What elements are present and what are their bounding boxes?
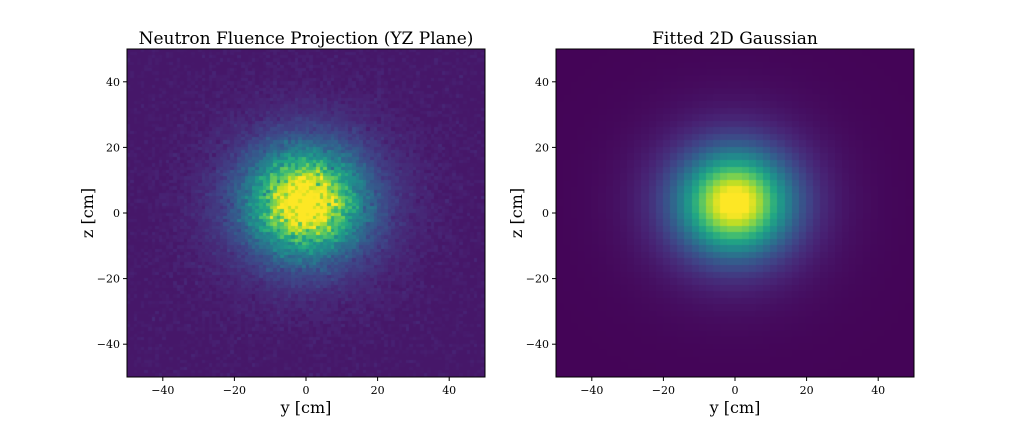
y-tick-label: 0 (542, 207, 549, 220)
x-tick-label: −20 (223, 384, 246, 397)
y-tick-label: 20 (535, 141, 549, 154)
x-tick-label: −20 (652, 384, 675, 397)
x-tick-label: 40 (871, 384, 885, 397)
heatmap-left (127, 49, 485, 377)
x-tick-label: −40 (151, 384, 174, 397)
heatmap-left-container (127, 49, 485, 377)
x-tick-label: 0 (303, 384, 310, 397)
x-tick-label: 20 (800, 384, 814, 397)
y-tick-label: −40 (526, 338, 549, 351)
y-tick-label: 40 (106, 76, 120, 89)
panel-left: Neutron Fluence Projection (YZ Plane) −4… (78, 29, 486, 417)
y-tick-label: 0 (113, 207, 120, 220)
y-tick-label: 40 (535, 76, 549, 89)
x-tick-label: 20 (371, 384, 385, 397)
y-axis-label-right: z [cm] (507, 188, 526, 238)
chart-title-left: Neutron Fluence Projection (YZ Plane) (139, 29, 474, 49)
y-axis-label-left: z [cm] (78, 188, 97, 238)
y-tick-label: −20 (526, 273, 549, 286)
x-axis-label-right: y [cm] (709, 398, 761, 417)
x-tick-label: 40 (442, 384, 456, 397)
chart-title-right: Fitted 2D Gaussian (652, 29, 818, 49)
panel-right: Fitted 2D Gaussian −40 −40 −20 −20 0 0 20 20 40 4… (507, 29, 915, 417)
heatmap-right-container (556, 49, 914, 377)
ticks-right: −40 −40 −20 −20 0 0 20 20 40 40 (526, 76, 885, 397)
x-axis-label-left: y [cm] (280, 398, 332, 417)
x-tick-label: 0 (732, 384, 739, 397)
y-tick-label: 20 (106, 141, 120, 154)
y-tick-label: −20 (97, 273, 120, 286)
heatmap-right (556, 49, 914, 377)
ticks-left: −40 −40 −20 −20 0 0 20 20 40 40 (97, 76, 456, 397)
x-tick-label: −40 (580, 384, 603, 397)
y-tick-label: −40 (97, 338, 120, 351)
